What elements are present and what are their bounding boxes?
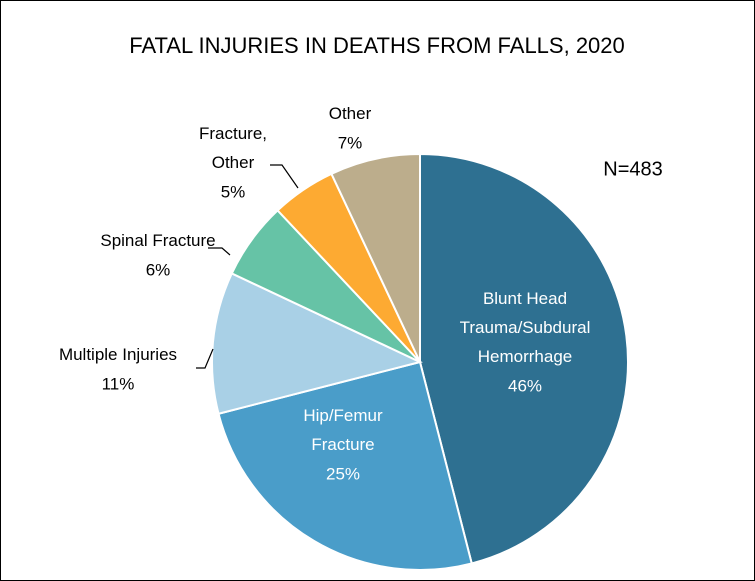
leader-line xyxy=(270,164,299,189)
slice-label: Multiple Injuries xyxy=(59,345,177,364)
value-label: 5% xyxy=(221,182,246,201)
label-line: Spinal Fracture xyxy=(100,231,215,250)
value-label: 25% xyxy=(326,464,360,483)
slice-label: Blunt Head Trauma/Subdural Hemorrhage xyxy=(460,289,591,366)
label-line: Hemorrhage xyxy=(478,347,573,366)
value-label: 6% xyxy=(146,260,171,279)
leader-line xyxy=(196,348,214,369)
chart-title: FATAL INJURIES IN DEATHS FROM FALLS, 202… xyxy=(129,33,625,58)
label-line: Trauma/Subdural xyxy=(460,318,591,337)
slice-label: Fracture, Other xyxy=(199,124,267,172)
label-line: Fracture, xyxy=(199,124,267,143)
value-label: 7% xyxy=(338,133,363,152)
label-line: Fracture xyxy=(311,435,374,454)
slice-label: Hip/Femur Fracture xyxy=(303,406,383,454)
slice-label: Other xyxy=(329,104,372,123)
pie-slice xyxy=(211,272,423,415)
leader-line xyxy=(208,247,231,256)
slice-label: Spinal Fracture xyxy=(100,231,215,250)
label-line: Multiple Injuries xyxy=(59,345,177,364)
label-line: Blunt Head xyxy=(483,289,567,308)
pie-slice xyxy=(217,360,473,571)
value-label: 46% xyxy=(508,376,542,395)
label-line: Other xyxy=(329,104,372,123)
label-line: Other xyxy=(212,153,255,172)
annotation: N=483 xyxy=(603,158,663,180)
pie-slice xyxy=(330,152,421,363)
pie-slice xyxy=(419,152,629,565)
value-label: 11% xyxy=(102,374,135,393)
label-line: Hip/Femur xyxy=(303,406,383,425)
pie xyxy=(211,152,629,571)
